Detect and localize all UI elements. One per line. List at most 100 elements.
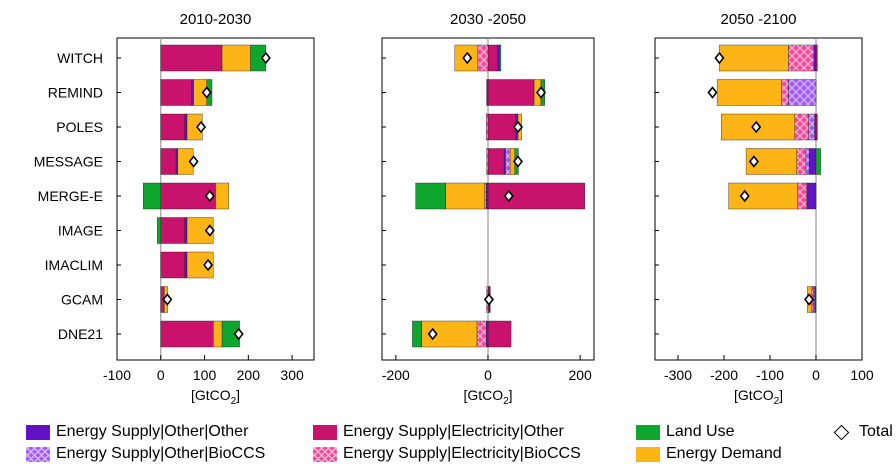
total-marker [714,51,725,65]
bar-energy-supply-other-other [191,79,194,106]
legend-item-energy-supply-electricity-bioccs: Energy Supply|Electricity|BioCCS [313,444,581,464]
bar-energy-supply-other-other [184,217,188,244]
bar-energy-supply-other-other [184,251,188,279]
legend-swatch [313,446,337,462]
bar-energy-supply-electricity-other [160,251,186,279]
bar-energy-supply-electricity-bioccs [788,44,814,72]
bar-energy-supply-electricity-bioccs [476,320,487,348]
bar-energy-supply-electricity-bioccs [781,79,789,106]
x-tick-label: -100 [756,367,784,383]
category-label: IMACLIM [45,257,103,273]
bar-energy-supply-electricity-bioccs [485,113,489,141]
legend-label: Total [859,423,893,440]
category-label: REMIND [48,85,103,101]
bar-energy-supply-electricity-other [487,182,585,210]
total-marker [196,120,207,134]
total-marker [260,51,271,65]
total-marker [512,155,523,168]
legend-item-energy-supply-other-other: Energy Supply|Other|Other [26,422,248,442]
bar-energy-supply-electricity-bioccs [796,148,807,175]
total-marker [188,155,199,168]
panel-title: 2010-2030 [180,11,252,28]
bar-energy-supply-other-bioccs [505,148,511,175]
total-marker [483,293,494,306]
legend-label: Energy Supply|Other|Other [56,423,249,440]
bar-energy-demand [719,44,789,72]
total-marker [512,120,523,134]
category-label: DNE21 [58,326,103,342]
bar-energy-supply-electricity-bioccs [797,182,807,210]
legend-item-energy-demand: Energy Demand [636,444,782,464]
bar-energy-supply-other-other [485,320,489,348]
legend-item-energy-supply-electricity-other: Energy Supply|Electricity|Other [313,422,564,442]
legend-item-total: Total [830,422,893,442]
chart-panel-1: 2010-2030 -100 0 100 200 300 [GtCO2] WITCH REMIN… [34,11,315,407]
total-marker [503,189,514,203]
bar-energy-demand [716,79,782,106]
total-marker [707,86,718,99]
x-tick-label: -200 [382,367,410,383]
bar-land-use [499,44,502,72]
x-tick-label: 100 [193,367,217,383]
x-tick-label: 0 [812,367,820,383]
x-tick-label: 0 [157,367,165,383]
bar-energy-supply-other-bioccs [808,113,815,141]
bar-energy-demand [445,182,485,210]
chart-panel-3: 2050 -2100 -300 -200 -100 0 100 [GtCO2] [654,11,874,407]
bar-energy-supply-other-other [497,44,500,72]
bar-energy-supply-electricity-bioccs [486,148,489,175]
bar-energy-demand [215,182,229,210]
bar-energy-demand [221,44,251,72]
legend-swatch [636,446,660,462]
bar-land-use [143,182,161,210]
category-label: MESSAGE [34,154,103,170]
bar-energy-supply-electricity-other [487,44,498,72]
bar-energy-supply-other-other [814,286,817,313]
bar-energy-supply-other-bioccs [805,148,810,175]
x-tick-label: 100 [850,367,874,383]
bar-land-use [415,182,446,210]
x-tick-label: 0 [484,367,492,383]
x-axis-label: [GtCO2] [463,387,512,407]
bar-energy-supply-electricity-other [487,79,535,106]
bar-energy-supply-electricity-other [160,320,214,348]
bar-energy-supply-electricity-other [815,113,818,141]
legend-swatch [26,424,50,440]
total-marker [535,86,547,99]
legend-label: Energy Supply|Other|BioCCS [56,445,266,462]
bar-energy-supply-electricity-bioccs [477,44,489,72]
plot-frame [654,37,863,361]
bar-energy-supply-electricity-other [160,44,223,72]
total-marker [427,327,438,341]
bar-energy-supply-electricity-other [487,113,516,141]
legend-label: Land Use [666,423,735,440]
category-label: IMAGE [58,223,103,239]
category-label: WITCH [57,50,103,66]
bar-energy-supply-electricity-bioccs [794,113,809,141]
bar-energy-supply-electricity-bioccs [484,182,487,210]
x-axis-label: [GtCO2] [191,387,240,407]
bar-energy-supply-other-other [806,182,817,210]
x-tick-label: 200 [568,367,592,383]
total-marker [204,224,215,237]
bar-energy-supply-other-other [813,44,817,72]
total-marker [233,327,244,341]
legend: Energy Supply|Other|Other Energy Supply|E… [0,420,896,466]
legend-diamond-icon [833,424,850,440]
bar-land-use [157,217,161,244]
total-marker [201,86,212,99]
x-tick-label: 300 [280,367,304,383]
plot-frame [116,37,315,361]
bar-energy-supply-other-other [503,148,506,175]
bar-energy-supply-other-other [808,148,817,175]
bar-energy-supply-electricity-other [487,320,512,348]
legend-label: Energy Supply|Electricity|Other [343,423,564,440]
x-tick-label: -200 [710,367,738,383]
x-tick-label: -300 [664,367,692,383]
x-axis-label: [GtCO2] [734,387,783,407]
bar-energy-supply-electricity-other [160,79,192,106]
bar-energy-demand [745,148,797,175]
bar-energy-supply-other-other [814,113,817,141]
bar-energy-supply-electricity-other [160,148,177,175]
